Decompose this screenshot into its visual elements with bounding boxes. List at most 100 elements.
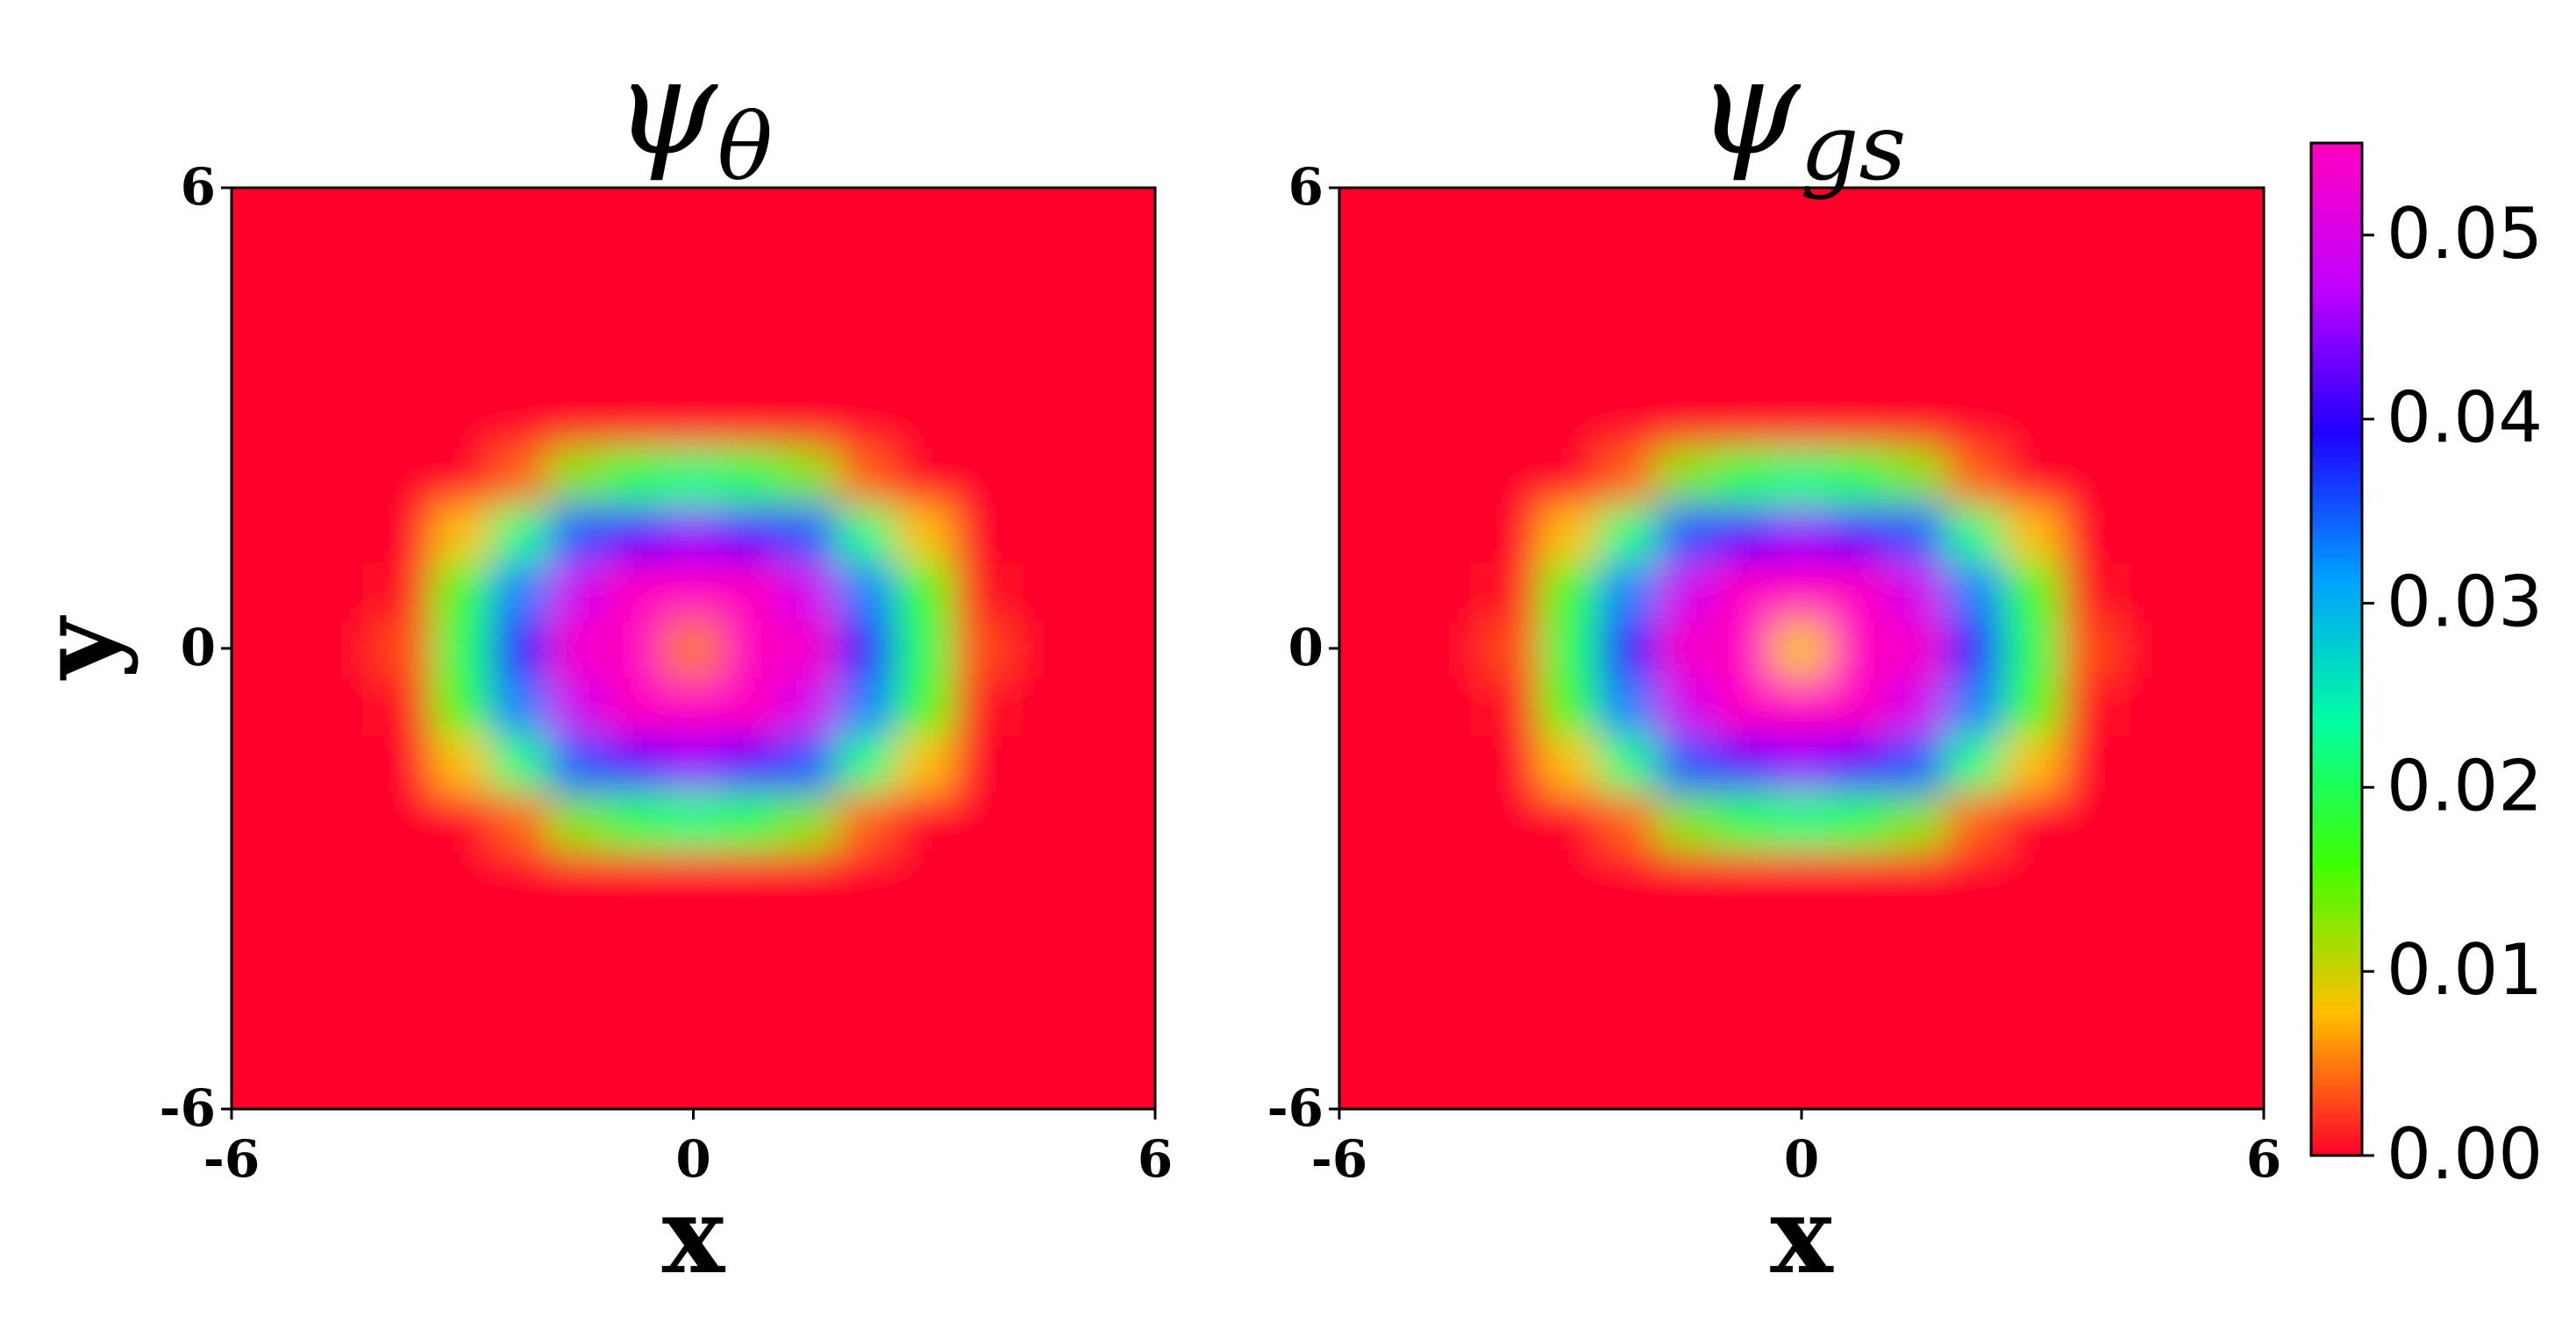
heatmap-cell (837, 848, 896, 909)
heatmap-cell (1656, 791, 1716, 851)
heatmap-cell (317, 331, 377, 390)
heatmap-cell (2176, 331, 2237, 390)
heatmap-cell (1714, 676, 1774, 736)
heatmap-cell (1540, 676, 1601, 736)
heatmap-cell (317, 619, 377, 678)
colorbar-segment (2311, 182, 2362, 190)
colorbar-segment (2311, 197, 2362, 204)
heatmap-cell (1067, 733, 1128, 794)
heatmap-cell (547, 503, 608, 563)
heatmap-cell (1010, 1079, 1070, 1109)
heatmap-cell (2234, 215, 2264, 275)
colorbar-segment (2311, 745, 2362, 751)
colorbar-segment (2311, 583, 2362, 590)
heatmap-cell (1424, 273, 1485, 333)
heatmap-cell (1125, 331, 1155, 390)
heatmap-cell (894, 963, 954, 1024)
heatmap-cell (259, 446, 319, 505)
heatmap-cell (2002, 388, 2063, 448)
heatmap-cell (2060, 273, 2121, 333)
colorbar-segment (2311, 203, 2362, 210)
colorbar-segment (2311, 289, 2362, 296)
colorbar-segment (2311, 345, 2362, 352)
heatmap-cell (952, 676, 1012, 736)
heatmap-cell (1656, 331, 1716, 390)
colorbar-segment (2311, 725, 2362, 731)
heatmap-cell (2118, 676, 2179, 736)
heatmap-cell (721, 1021, 781, 1082)
heatmap-cell (547, 963, 608, 1024)
heatmap-cell (1772, 446, 1831, 505)
heatmap-cell (2002, 188, 2063, 218)
heatmap-cell (894, 791, 954, 851)
colorbar-segment (2311, 471, 2362, 478)
y-tick-label: 6 (1288, 157, 1324, 217)
heatmap-cell (1829, 215, 1889, 275)
heatmap-cell (2118, 1021, 2179, 1082)
heatmap-cell (2002, 561, 2063, 621)
heatmap-cell (432, 963, 493, 1024)
heatmap-cell (1366, 215, 1427, 275)
heatmap-cell (2060, 561, 2121, 621)
heatmap-cell (547, 388, 608, 448)
heatmap-cell (1656, 733, 1716, 794)
heatmap-cell (1482, 561, 1543, 621)
heatmap-cell (1339, 676, 1369, 736)
heatmap-cell (2060, 906, 2121, 966)
colorbar-segment (2311, 284, 2362, 290)
heatmap-cell (375, 446, 435, 505)
heatmap-cell (259, 1021, 319, 1082)
heatmap-cell (2118, 906, 2179, 966)
colorbar-segment (2311, 608, 2362, 615)
heatmap-cell (547, 733, 608, 794)
heatmap-cell (1540, 561, 1601, 621)
heatmap-cell (837, 906, 896, 966)
colorbar-tick-label: 0.00 (2387, 1113, 2543, 1195)
heatmap-cell (1887, 1021, 1947, 1082)
heatmap-cell (2060, 733, 2121, 794)
heatmap-cell (2234, 619, 2264, 678)
heatmap-cell (432, 561, 493, 621)
heatmap-cell (2002, 963, 2063, 1024)
heatmap-cell (2234, 963, 2264, 1024)
heatmap-cell (894, 215, 954, 275)
colorbar-segment (2311, 734, 2362, 741)
colorbar-segment (2311, 1140, 2362, 1146)
heatmap-cell (605, 331, 666, 390)
heatmap-cell (1772, 561, 1831, 621)
heatmap-cell (1010, 188, 1070, 218)
heatmap-cell (547, 676, 608, 736)
heatmap-cell (2060, 1021, 2121, 1082)
heatmap-cell (1010, 273, 1070, 333)
heatmap-cell (317, 906, 377, 966)
x-tick-label: 0 (675, 1129, 710, 1189)
heatmap-cell (1598, 676, 1659, 736)
heatmap-cell (1944, 331, 2005, 390)
heatmap-cell (1482, 388, 1543, 448)
heatmap-cell (1424, 619, 1485, 678)
heatmap-cell (1010, 561, 1070, 621)
heatmap-cell (952, 188, 1012, 218)
heatmap-cell (1714, 331, 1774, 390)
heatmap-cell (663, 1021, 724, 1082)
colorbar-segment (2311, 1063, 2362, 1070)
heatmap-cell (605, 503, 666, 563)
heatmap-cell (1714, 906, 1774, 966)
heatmap-cell (952, 331, 1012, 390)
heatmap-cell (490, 561, 550, 621)
heatmap-cell (894, 906, 954, 966)
colorbar-segment (2311, 1109, 2362, 1116)
x-axis-label: x (662, 1174, 726, 1298)
heatmap-cell (1010, 733, 1070, 794)
heatmap-cell (1944, 273, 2005, 333)
x-axis-label: x (1770, 1174, 1834, 1298)
heatmap-cell (2002, 733, 2063, 794)
colorbar-segment (2311, 962, 2362, 970)
heatmap-cell (779, 446, 839, 505)
colorbar-segment (2311, 603, 2362, 610)
heatmap-cell (259, 848, 319, 909)
heatmap-cell (1482, 963, 1543, 1024)
heatmap-cell (779, 733, 839, 794)
heatmap-cell (1010, 619, 1070, 678)
heatmap-cell (663, 273, 724, 333)
